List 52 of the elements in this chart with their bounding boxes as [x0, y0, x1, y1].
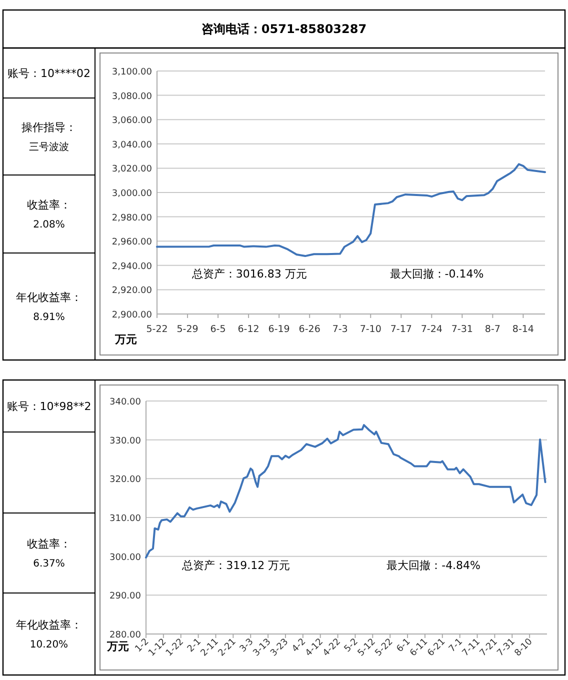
- x-tick-label: 8-7: [484, 324, 500, 335]
- x-tick-label: 6-5: [210, 324, 226, 335]
- line-series: [145, 424, 546, 558]
- y-tick-label: 3,080.00: [112, 92, 152, 102]
- y-tick-label: 2,920.00: [112, 286, 152, 296]
- text: 2.08%: [33, 220, 65, 230]
- x-tick-label: 5-29: [176, 324, 198, 335]
- annotation: 总资产：319.12 万元: [181, 558, 290, 572]
- y-tick-label: 310.00: [110, 514, 142, 524]
- x-tick-label: 5-22: [146, 324, 168, 335]
- text: 三号波波: [29, 141, 69, 153]
- y-tick-label: 3,060.00: [112, 116, 152, 126]
- x-tick-label: 6-12: [238, 324, 260, 335]
- line-series: [156, 163, 546, 258]
- y-tick-label: 3,000.00: [112, 189, 152, 199]
- text: 账号：10*98**2: [6, 400, 92, 413]
- y-axis-title: 万元: [106, 640, 129, 653]
- text: 年化收益率：: [16, 618, 82, 632]
- y-tick-label: 330.00: [110, 436, 142, 446]
- y-tick-label: 300.00: [110, 552, 142, 563]
- x-tick-label: 7-31: [451, 324, 473, 335]
- y-tick-label: 2,960.00: [112, 238, 152, 248]
- annotation: 最大回撤：-0.14%: [390, 268, 484, 281]
- y-tick-label: 290.00: [110, 592, 142, 602]
- text: 8.91%: [33, 312, 65, 323]
- text: 收益率：: [27, 538, 71, 550]
- y-tick-label: 3,020.00: [112, 164, 152, 175]
- x-tick-label: 7-24: [420, 324, 442, 335]
- chart-title: 咨询电话：0571-85803287: [201, 22, 367, 36]
- annotation: 总资产：3016.83 万元: [190, 268, 307, 281]
- x-tick-label: 7-17: [390, 324, 412, 335]
- text: 收益率：: [27, 198, 71, 212]
- x-tick-label: 6-19: [268, 324, 290, 335]
- y-tick-label: 3,040.00: [112, 140, 152, 150]
- x-tick-label: 7-10: [360, 324, 382, 335]
- y-tick-label: 340.00: [110, 398, 142, 408]
- x-tick-label: 8-14: [512, 324, 534, 335]
- x-tick-label: 6-26: [298, 324, 320, 335]
- text: 6.37%: [33, 558, 65, 570]
- y-tick-label: 280.00: [110, 630, 142, 640]
- y-tick-label: 320.00: [110, 475, 142, 486]
- y-tick-label: 3,100.00: [112, 68, 152, 78]
- text: 账号：10****02: [8, 67, 90, 80]
- text: 操作指导：: [22, 121, 76, 134]
- y-axis-title: 万元: [114, 333, 137, 346]
- text: 年化收益率：: [16, 291, 82, 304]
- y-tick-label: 2,940.00: [112, 262, 152, 272]
- annotation: 最大回撤：-4.84%: [386, 558, 481, 572]
- y-tick-label: 2,980.00: [112, 213, 152, 224]
- y-tick-label: 2,900.00: [112, 310, 152, 320]
- x-tick-label: 7-3: [332, 324, 348, 335]
- text: 10.20%: [30, 640, 68, 650]
